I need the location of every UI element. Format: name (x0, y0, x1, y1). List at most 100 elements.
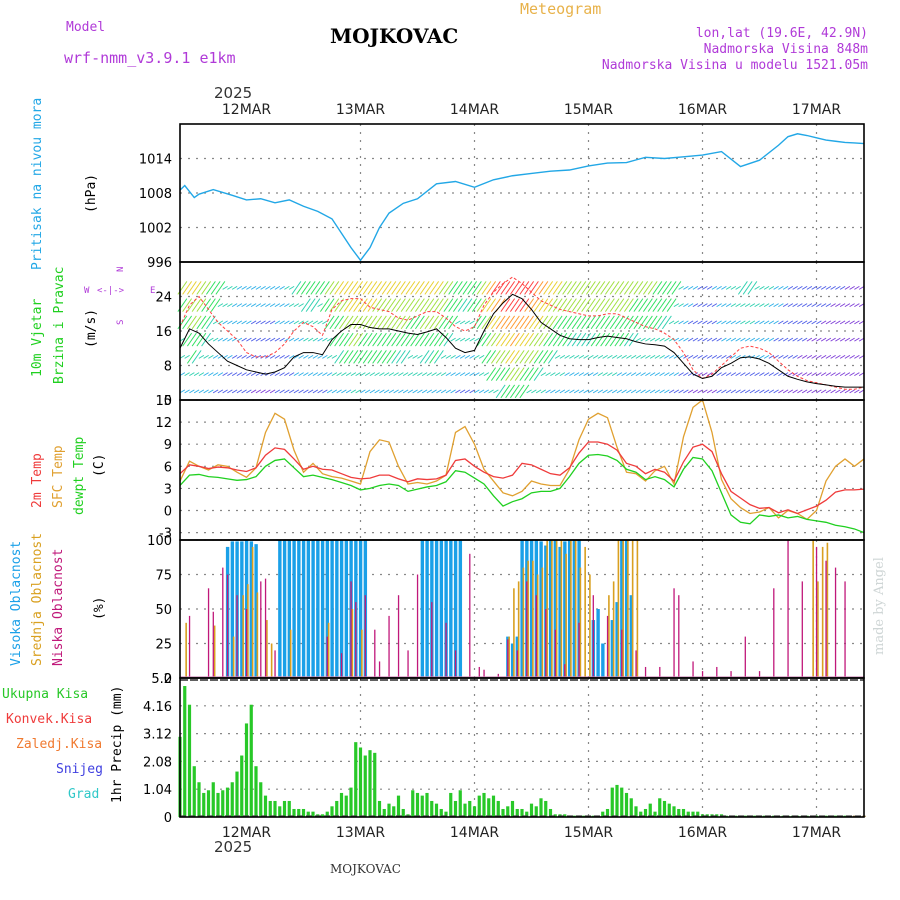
wind-barb (716, 320, 722, 325)
wind-barb (222, 303, 228, 308)
wind-barb (288, 372, 295, 377)
wind-barb (495, 384, 506, 399)
wind-barb (642, 298, 653, 312)
wind-barb (721, 354, 727, 359)
wind-barb (854, 320, 860, 325)
wind-barb (744, 389, 751, 394)
wind-barb (322, 337, 328, 342)
sfc-temp-line (179, 398, 865, 521)
wind-barb (611, 354, 618, 359)
wind-barb (635, 337, 642, 342)
wind-barb (412, 372, 418, 377)
wind-barb (250, 285, 257, 290)
wind-barb (763, 320, 770, 325)
wind-barb (222, 320, 228, 325)
precip-bar (325, 811, 329, 817)
wind-barb (395, 281, 406, 295)
wind-barb (279, 372, 285, 377)
wind-barb (849, 337, 855, 342)
wind-barb (721, 303, 727, 308)
wind-barb (730, 320, 737, 325)
wind-barb (265, 320, 271, 325)
wind-barb (391, 315, 402, 330)
wind-barb (564, 372, 570, 377)
wind-barb (303, 354, 309, 359)
cloud-high-bar (610, 620, 615, 678)
wind-barb (464, 372, 471, 377)
wind-barb (797, 285, 803, 290)
cloud-low-bar (678, 595, 680, 678)
wind-barb (716, 337, 722, 342)
wind-barb (476, 315, 487, 330)
wind-barb (740, 320, 746, 325)
wind-barb (500, 384, 511, 399)
cloud-low-bar (188, 615, 191, 678)
wind-barb (438, 281, 449, 295)
cloud-mid-bar (513, 588, 515, 678)
cloud-mid-bar (636, 540, 639, 678)
wind-barb (360, 389, 366, 394)
wind-barb (557, 298, 568, 312)
cloud-high-bar (601, 643, 605, 678)
cloud-high-bar (596, 609, 600, 678)
wind-barb (628, 281, 639, 295)
cloud-mid-bar (555, 540, 558, 678)
wind-barb (222, 389, 228, 394)
precip-bar (339, 792, 344, 817)
wind-barb (296, 281, 307, 295)
wind-barb (402, 372, 409, 377)
wind-barb (590, 315, 601, 330)
wind-barb (357, 281, 368, 295)
wind-barb (464, 337, 471, 342)
wind-barb (645, 372, 651, 377)
cloud-high-bar (458, 540, 463, 678)
wind-barb (773, 389, 779, 394)
wind-barb (835, 354, 841, 359)
wind-barb (334, 315, 345, 330)
wind-barb (402, 389, 409, 394)
wind-barb (611, 389, 618, 394)
wind-barb (376, 281, 387, 295)
wind-barb (540, 372, 547, 377)
wind-barb (362, 332, 373, 347)
wind-barb (830, 354, 836, 359)
wind-barb (721, 285, 727, 290)
wind-speed-line (179, 293, 864, 388)
wind-barb (307, 320, 314, 325)
wind-barb (421, 389, 428, 394)
wind-barb (386, 332, 397, 347)
wind-barb (495, 315, 506, 330)
wind-barb (519, 332, 530, 347)
wind-barb (778, 389, 784, 394)
cloud-high-bar (439, 540, 444, 678)
wind-barb (353, 315, 364, 330)
cloud-mid-bar (589, 574, 591, 678)
wind-barb (198, 389, 205, 394)
wind-barb (186, 350, 197, 364)
wind-barb (673, 337, 680, 342)
wind-barb (550, 389, 556, 394)
wind-barb (255, 389, 262, 394)
wind-barb (543, 298, 554, 312)
wind-barb (288, 320, 295, 325)
wind-barb (329, 298, 340, 312)
wind-barb (645, 389, 651, 394)
precip-bar (311, 811, 315, 817)
cloud-high-bar (320, 540, 325, 678)
wind-barb (628, 332, 639, 347)
wind-barb (317, 303, 323, 308)
wind-barb (801, 303, 808, 308)
wind-barb (293, 337, 300, 342)
wind-barb (486, 332, 497, 347)
wind-barb (201, 332, 212, 347)
wind-barb (241, 389, 247, 394)
precip-bar (183, 686, 187, 817)
cloud-low-bar (545, 609, 547, 678)
precip-bar (548, 808, 553, 817)
wind-barb (445, 372, 452, 377)
wind-barb (825, 320, 832, 325)
cloud-low-bar (692, 661, 694, 678)
wind-barb (849, 303, 855, 308)
wind-barb (412, 354, 418, 359)
wind-barb (816, 389, 822, 394)
